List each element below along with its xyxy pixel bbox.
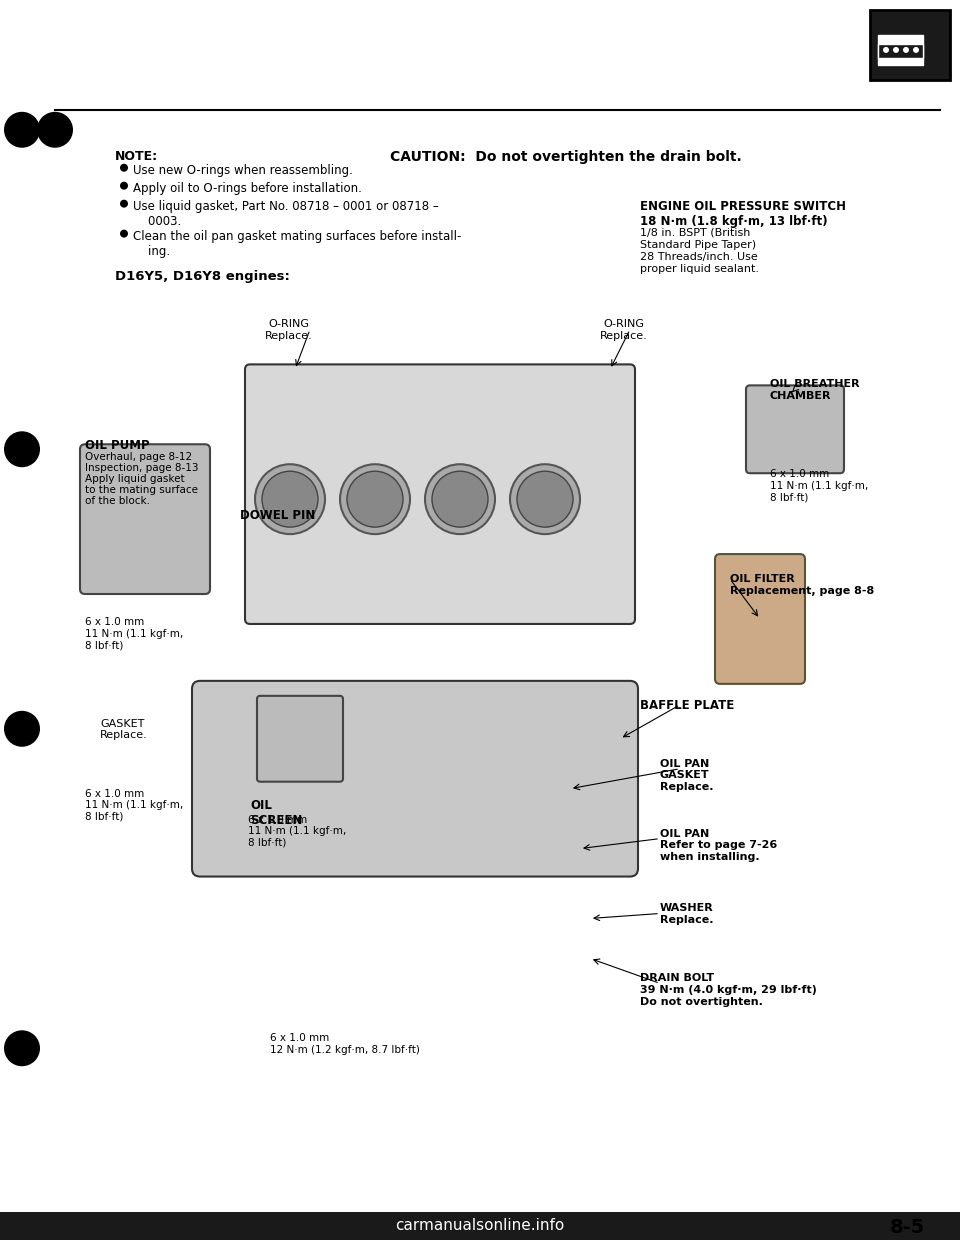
Text: carmanualsonline.info: carmanualsonline.info xyxy=(396,1218,564,1233)
Text: ENGINE OIL PRESSURE SWITCH: ENGINE OIL PRESSURE SWITCH xyxy=(640,200,846,212)
Circle shape xyxy=(120,164,128,171)
FancyBboxPatch shape xyxy=(715,554,805,684)
Text: Apply oil to O-rings before installation.: Apply oil to O-rings before installation… xyxy=(133,181,362,195)
Circle shape xyxy=(4,431,40,467)
Circle shape xyxy=(120,181,128,190)
Text: OIL FILTER
Replacement, page 8-8: OIL FILTER Replacement, page 8-8 xyxy=(730,574,875,596)
Text: to the mating surface: to the mating surface xyxy=(85,486,198,496)
Text: Overhaul, page 8-12: Overhaul, page 8-12 xyxy=(85,452,192,462)
FancyBboxPatch shape xyxy=(257,696,343,781)
Text: DRAIN BOLT
39 N·m (4.0 kgf·m, 29 lbf·ft)
Do not overtighten.: DRAIN BOLT 39 N·m (4.0 kgf·m, 29 lbf·ft)… xyxy=(640,974,817,1006)
Circle shape xyxy=(4,710,40,746)
Text: 6 x 1.0 mm
11 N·m (1.1 kgf·m,
8 lbf·ft): 6 x 1.0 mm 11 N·m (1.1 kgf·m, 8 lbf·ft) xyxy=(85,789,183,822)
Text: 28 Threads/inch. Use: 28 Threads/inch. Use xyxy=(640,252,757,262)
Text: NOTE:: NOTE: xyxy=(115,150,158,163)
Circle shape xyxy=(903,47,909,53)
Text: 1/8 in. BSPT (British: 1/8 in. BSPT (British xyxy=(640,227,751,237)
Text: GASKET
Replace.: GASKET Replace. xyxy=(100,719,148,740)
Text: Standard Pipe Taper): Standard Pipe Taper) xyxy=(640,240,756,250)
Circle shape xyxy=(120,230,128,237)
Circle shape xyxy=(4,1031,40,1066)
FancyBboxPatch shape xyxy=(746,385,844,473)
Text: Clean the oil pan gasket mating surfaces before install-
    ing.: Clean the oil pan gasket mating surfaces… xyxy=(133,230,462,257)
Text: Use new O-rings when reassembling.: Use new O-rings when reassembling. xyxy=(133,164,353,176)
Circle shape xyxy=(347,471,403,527)
Circle shape xyxy=(432,471,488,527)
Text: O-RING
Replace.: O-RING Replace. xyxy=(600,319,648,342)
Circle shape xyxy=(120,200,128,207)
Text: 6 x 1.0 mm
11 N·m (1.1 kgf·m,
8 lbf·ft): 6 x 1.0 mm 11 N·m (1.1 kgf·m, 8 lbf·ft) xyxy=(248,815,347,848)
Bar xyxy=(0,1212,960,1240)
Circle shape xyxy=(913,47,919,53)
Text: OIL PAN
GASKET
Replace.: OIL PAN GASKET Replace. xyxy=(660,759,713,792)
Circle shape xyxy=(262,471,318,527)
Circle shape xyxy=(893,47,899,53)
Text: 18 N·m (1.8 kgf·m, 13 lbf·ft): 18 N·m (1.8 kgf·m, 13 lbf·ft) xyxy=(640,215,828,227)
FancyBboxPatch shape xyxy=(245,364,635,623)
Circle shape xyxy=(883,47,889,53)
Bar xyxy=(870,10,950,79)
Bar xyxy=(878,35,923,65)
Circle shape xyxy=(517,471,573,527)
Circle shape xyxy=(340,465,410,534)
Text: WASHER
Replace.: WASHER Replace. xyxy=(660,903,713,925)
Text: 6 x 1.0 mm
11 N·m (1.1 kgf·m,
8 lbf·ft): 6 x 1.0 mm 11 N·m (1.1 kgf·m, 8 lbf·ft) xyxy=(85,617,183,650)
Text: 6 x 1.0 mm
12 N·m (1.2 kgf·m, 8.7 lbf·ft): 6 x 1.0 mm 12 N·m (1.2 kgf·m, 8.7 lbf·ft… xyxy=(270,1033,420,1054)
Text: D16Y5, D16Y8 engines:: D16Y5, D16Y8 engines: xyxy=(115,270,290,282)
Circle shape xyxy=(37,112,73,148)
Text: DOWEL PIN: DOWEL PIN xyxy=(240,509,316,522)
Text: OIL BREATHER
CHAMBER: OIL BREATHER CHAMBER xyxy=(770,379,859,401)
Text: 8-5: 8-5 xyxy=(890,1218,925,1237)
Text: CAUTION:  Do not overtighten the drain bolt.: CAUTION: Do not overtighten the drain bo… xyxy=(390,150,742,164)
FancyBboxPatch shape xyxy=(192,681,638,877)
Bar xyxy=(878,43,923,58)
FancyBboxPatch shape xyxy=(80,445,210,594)
Circle shape xyxy=(4,112,40,148)
Text: OIL PAN
Refer to page 7-26
when installing.: OIL PAN Refer to page 7-26 when installi… xyxy=(660,828,778,862)
Text: Inspection, page 8-13: Inspection, page 8-13 xyxy=(85,463,199,473)
Circle shape xyxy=(510,465,580,534)
Text: BAFFLE PLATE: BAFFLE PLATE xyxy=(640,699,734,712)
Text: 6 x 1.0 mm
11 N·m (1.1 kgf·m,
8 lbf·ft): 6 x 1.0 mm 11 N·m (1.1 kgf·m, 8 lbf·ft) xyxy=(770,469,868,503)
Text: of the block.: of the block. xyxy=(85,496,150,507)
Circle shape xyxy=(425,465,495,534)
Text: Use liquid gasket, Part No. 08718 – 0001 or 08718 –
    0003.: Use liquid gasket, Part No. 08718 – 0001… xyxy=(133,200,439,227)
Text: OIL
SCREEN: OIL SCREEN xyxy=(250,799,302,827)
Text: OIL PUMP: OIL PUMP xyxy=(85,440,150,452)
Text: proper liquid sealant.: proper liquid sealant. xyxy=(640,263,759,273)
Text: Apply liquid gasket: Apply liquid gasket xyxy=(85,474,184,484)
Circle shape xyxy=(255,465,325,534)
Text: O-RING
Replace.: O-RING Replace. xyxy=(265,319,313,342)
